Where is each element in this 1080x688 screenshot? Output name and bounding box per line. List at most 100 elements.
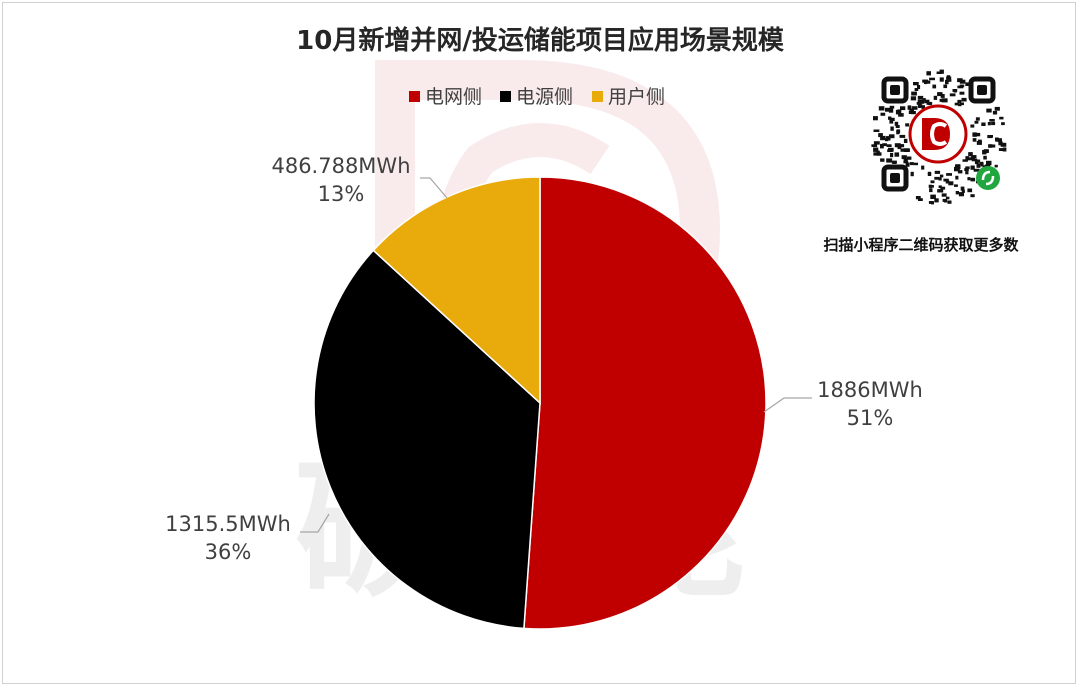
qr-module bbox=[987, 122, 991, 126]
qr-module bbox=[934, 170, 941, 174]
qr-module bbox=[886, 158, 893, 163]
qr-module bbox=[871, 144, 878, 147]
qr-module bbox=[899, 144, 905, 148]
qr-module bbox=[937, 189, 944, 193]
qr-module bbox=[889, 121, 894, 124]
qr-module bbox=[928, 201, 934, 204]
qr-module bbox=[941, 193, 947, 197]
qr-module bbox=[873, 147, 879, 152]
qr-module bbox=[975, 117, 980, 121]
legend-swatch-source-side bbox=[500, 91, 511, 102]
qr-module bbox=[955, 164, 961, 170]
qr-module bbox=[945, 180, 950, 184]
qr-module bbox=[994, 164, 998, 168]
data-label-percent-user-side: 13% bbox=[318, 182, 365, 206]
legend: 电网侧 电源侧 用户侧 bbox=[409, 86, 665, 108]
qr-module bbox=[903, 160, 909, 164]
qr-module bbox=[880, 158, 885, 162]
qr-module bbox=[994, 106, 1000, 111]
qr-module bbox=[894, 143, 901, 148]
qr-module bbox=[889, 105, 895, 109]
qr-module bbox=[905, 162, 910, 167]
qr-module bbox=[899, 134, 906, 138]
qr-module bbox=[913, 162, 918, 166]
legend-label-source-side: 电源侧 bbox=[516, 86, 573, 108]
data-labels: 1886MWh 51% 1315.5MWh 36% 486.788MWh 13% bbox=[165, 154, 923, 564]
qr-module bbox=[921, 165, 925, 170]
qr-module bbox=[952, 89, 958, 92]
qr-module bbox=[911, 106, 918, 110]
pie-slice-user-side bbox=[372, 176, 541, 405]
qr-module bbox=[911, 111, 916, 115]
leader-line-user-side bbox=[420, 177, 448, 199]
qr-module bbox=[939, 174, 944, 178]
qr-module bbox=[880, 112, 886, 116]
qr-module bbox=[968, 152, 973, 157]
qr-module bbox=[940, 94, 945, 98]
qr-finder-eyes bbox=[881, 76, 996, 192]
qr-module bbox=[921, 105, 925, 109]
qr-module bbox=[888, 108, 894, 113]
qr-module bbox=[965, 166, 970, 170]
legend-label-grid-side: 电网侧 bbox=[425, 86, 482, 108]
qr-module bbox=[918, 104, 922, 108]
qr-caption: 扫描小程序二维码获取更多数 bbox=[823, 236, 1019, 254]
qr-module bbox=[944, 199, 948, 203]
qr-module bbox=[957, 99, 962, 104]
qr-module bbox=[972, 138, 977, 142]
qr-module bbox=[980, 162, 984, 167]
qr-module bbox=[939, 98, 944, 102]
qr-module bbox=[991, 121, 996, 126]
qr-module bbox=[958, 103, 962, 107]
qr-module bbox=[917, 95, 924, 100]
qr-module bbox=[882, 143, 887, 147]
qr-module bbox=[922, 98, 926, 101]
qr-module bbox=[903, 158, 908, 161]
qr-module bbox=[929, 188, 933, 193]
legend-swatch-grid-side bbox=[409, 91, 420, 102]
qr-module bbox=[876, 150, 880, 155]
qr-module bbox=[917, 99, 924, 103]
qr-module bbox=[974, 160, 979, 165]
pie bbox=[313, 176, 767, 630]
qr-module bbox=[973, 168, 980, 172]
mini-program-badge-icon bbox=[976, 166, 1000, 190]
qr-module bbox=[960, 186, 965, 191]
qr-module bbox=[905, 123, 910, 127]
chart-title: 10月新增并网/投运储能项目应用场景规模 bbox=[296, 25, 785, 56]
qr-module bbox=[970, 194, 975, 198]
qr-module bbox=[873, 129, 880, 132]
qr-module bbox=[961, 97, 967, 102]
qr-module bbox=[926, 80, 931, 84]
qr-module bbox=[886, 144, 892, 147]
qr-module bbox=[986, 160, 992, 166]
qr-module bbox=[926, 71, 931, 76]
qr-module bbox=[938, 185, 942, 189]
qr-module bbox=[936, 71, 942, 74]
qr-module bbox=[910, 171, 914, 177]
qr-module bbox=[946, 173, 952, 176]
qr-module bbox=[895, 125, 900, 128]
qr-module bbox=[873, 152, 880, 156]
qr-module bbox=[981, 122, 986, 126]
qr-module bbox=[971, 155, 976, 160]
qr-module bbox=[909, 162, 914, 166]
qr-module bbox=[965, 171, 969, 175]
qr-module bbox=[940, 186, 946, 190]
leader-line-grid-side bbox=[763, 397, 812, 413]
qr-module bbox=[914, 88, 919, 91]
qr-module bbox=[873, 141, 880, 145]
qr-module bbox=[901, 155, 907, 160]
qr-module bbox=[903, 138, 908, 143]
qr-module bbox=[992, 110, 998, 115]
legend-label-user-side: 用户侧 bbox=[608, 86, 665, 108]
mini-program-qr-icon[interactable] bbox=[866, 63, 1010, 207]
qr-module bbox=[907, 105, 912, 110]
qr-module bbox=[959, 102, 964, 106]
data-label-percent-grid-side: 51% bbox=[847, 406, 894, 430]
qr-module bbox=[998, 148, 1005, 151]
qr-module bbox=[929, 77, 935, 81]
legend-swatch-user-side bbox=[592, 91, 603, 102]
qr-module bbox=[966, 157, 972, 161]
qr-module bbox=[987, 135, 993, 139]
